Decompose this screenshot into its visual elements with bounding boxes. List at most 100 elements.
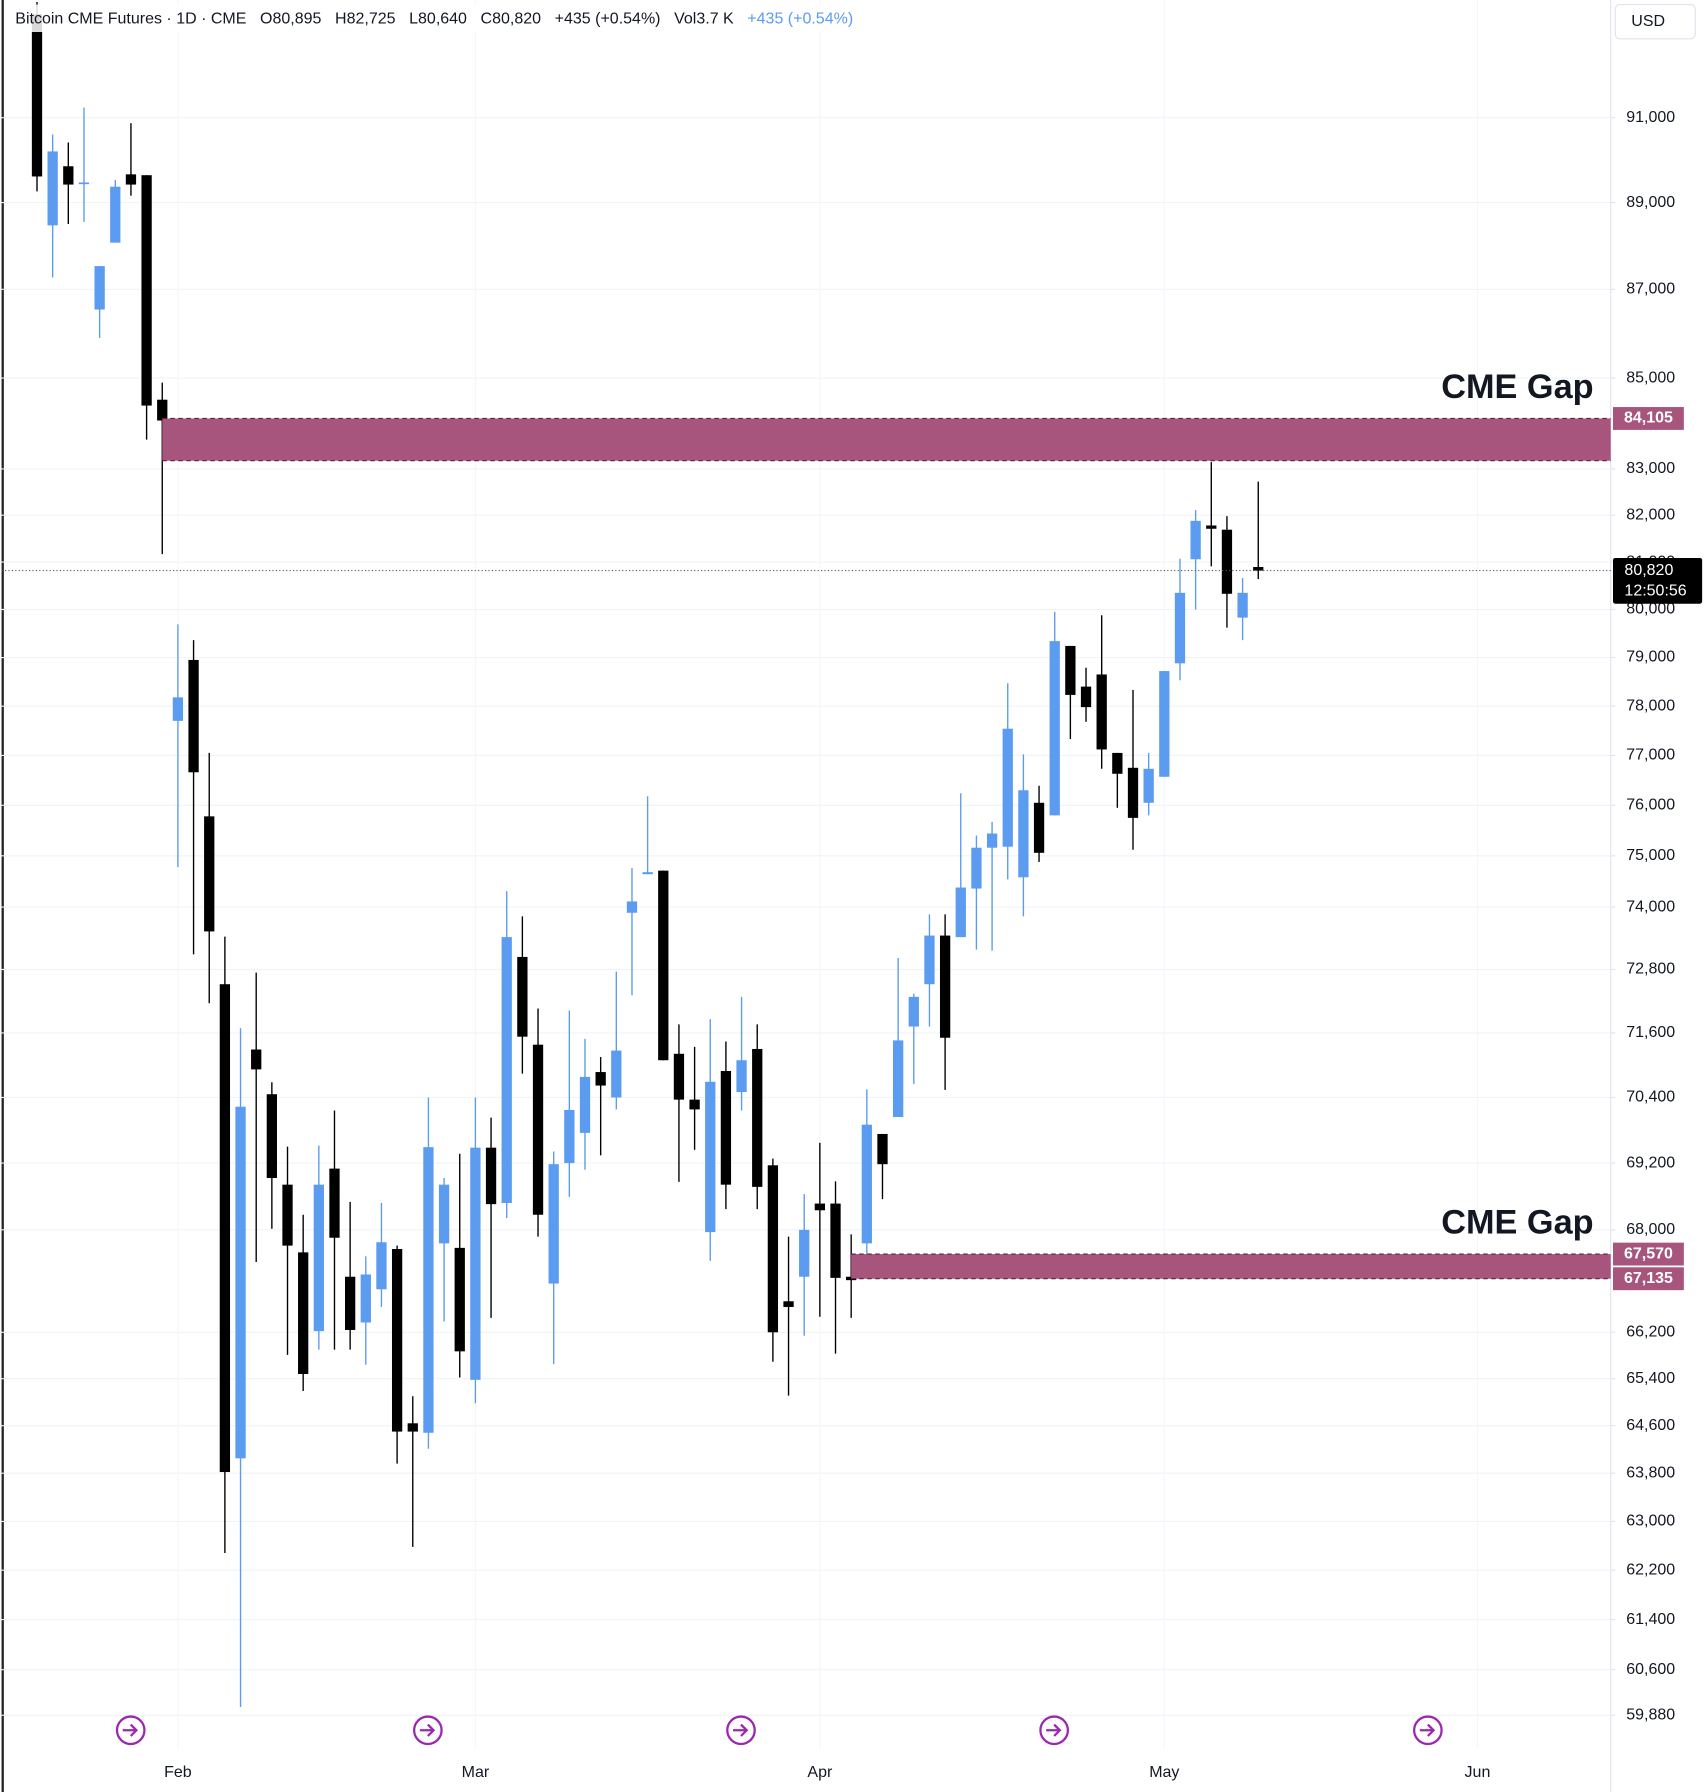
candle-body (720, 1070, 732, 1185)
chart-title: Bitcoin CME Futures · 1D · CME (15, 11, 246, 28)
event-icon[interactable] (115, 1715, 146, 1746)
candle-body (939, 935, 951, 1038)
y-tick-label: 69,200 (1626, 1154, 1675, 1171)
legend-change-blue: +435 (+0.54%) (747, 11, 853, 28)
candle-body (736, 1060, 747, 1093)
candle-body (1049, 641, 1060, 816)
currency-button[interactable]: USD (1614, 3, 1696, 40)
candle-body (767, 1165, 779, 1333)
candle-body (752, 1048, 763, 1187)
candle-body (329, 1168, 340, 1238)
candle-body (1206, 525, 1217, 529)
candle-body (501, 937, 512, 1204)
candle-body (595, 1072, 606, 1086)
candle-body (1221, 529, 1233, 594)
event-icon[interactable] (1413, 1715, 1443, 1746)
candle-body (125, 174, 137, 185)
candle-body (705, 1081, 716, 1233)
gap-label: CME Gap (1441, 1203, 1593, 1241)
last-price-box (1613, 557, 1703, 604)
candle-body (266, 1094, 277, 1179)
price-label-box (1613, 1242, 1684, 1266)
y-tick-label: 89,000 (1626, 194, 1675, 211)
legend-text: Bitcoin CME Futures · 1D · CME O80,895 H… (15, 11, 853, 28)
candle-body (1237, 592, 1248, 618)
candle-body (955, 887, 966, 938)
candle-body (1174, 592, 1186, 664)
candle-body (423, 1147, 434, 1433)
candle-body (157, 399, 168, 421)
candle-body (642, 872, 653, 875)
candle-body (1143, 768, 1154, 803)
candle-body (877, 1133, 888, 1165)
candle-body (611, 1050, 622, 1098)
gap-zone (851, 1254, 1611, 1279)
candle-body (1033, 802, 1045, 853)
candle-body (783, 1301, 794, 1307)
y-tick-label: 60,600 (1626, 1661, 1675, 1678)
candle-body (454, 1247, 465, 1352)
candle-body (1127, 767, 1139, 818)
plot-area (31, 2, 1264, 1707)
gap-zone (162, 418, 1611, 461)
candle-body (658, 870, 669, 1061)
candle-body (110, 186, 121, 243)
candle-body (814, 1203, 825, 1211)
candle-body (626, 901, 638, 913)
event-icon[interactable] (413, 1715, 443, 1746)
y-tick-label: 82,000 (1626, 506, 1675, 523)
candle-body (971, 847, 982, 889)
candle-body (78, 182, 90, 185)
legend-low: L80,640 (409, 11, 467, 28)
candle-body (830, 1203, 841, 1278)
candle-body (1096, 674, 1107, 750)
candle-body (1018, 790, 1029, 878)
y-tick-label: 72,800 (1626, 961, 1675, 978)
y-tick-label: 80,000 (1626, 601, 1675, 618)
candle-body (924, 935, 935, 985)
event-icon[interactable] (726, 1715, 756, 1746)
candle-body (1080, 686, 1092, 708)
grid: 91,00089,00087,00085,00083,00082,00081,0… (1, 0, 1675, 1781)
legend-close: C80,820 (481, 11, 542, 28)
candle-body (1112, 752, 1123, 774)
candle-body (861, 1124, 872, 1244)
candle-body (345, 1276, 356, 1330)
x-tick-label: Jun (1465, 1764, 1491, 1781)
event-icon[interactable] (1039, 1715, 1069, 1746)
candle-body (31, 14, 43, 177)
price-label: 67,135 (1624, 1270, 1673, 1287)
candle-body (532, 1044, 544, 1215)
gap-label: CME Gap (1441, 368, 1593, 406)
candle-body (893, 1040, 904, 1118)
x-tick-label: Mar (462, 1764, 490, 1781)
y-tick-label: 83,000 (1626, 460, 1675, 477)
legend-bg (10, 4, 903, 33)
legend-volume: Vol3.7 K (674, 11, 734, 28)
y-tick-label: 68,000 (1626, 1221, 1675, 1238)
candle-body (219, 984, 231, 1473)
y-tick-label: 74,000 (1626, 898, 1675, 915)
candle-body (673, 1053, 685, 1100)
candle-body (313, 1184, 324, 1332)
y-tick-label: 65,400 (1626, 1370, 1675, 1387)
candle-body (579, 1076, 591, 1133)
currency-label[interactable]: USD (1631, 13, 1665, 30)
x-tick-label: Feb (164, 1764, 192, 1781)
candle-body (251, 1049, 262, 1070)
y-tick-label: 77,000 (1626, 747, 1675, 764)
candle-body (1253, 567, 1264, 571)
candle-body (517, 956, 528, 1037)
y-tick-label: 63,000 (1626, 1513, 1675, 1530)
countdown-label: 12:50:56 (1624, 582, 1686, 599)
candle-body (564, 1109, 575, 1164)
candle-body (172, 697, 184, 721)
x-tick-label: May (1149, 1764, 1179, 1781)
currency-box[interactable] (1614, 3, 1696, 40)
candle-body (986, 833, 998, 848)
events (115, 1715, 1443, 1746)
last-price-label: 80,820 (1624, 562, 1673, 579)
